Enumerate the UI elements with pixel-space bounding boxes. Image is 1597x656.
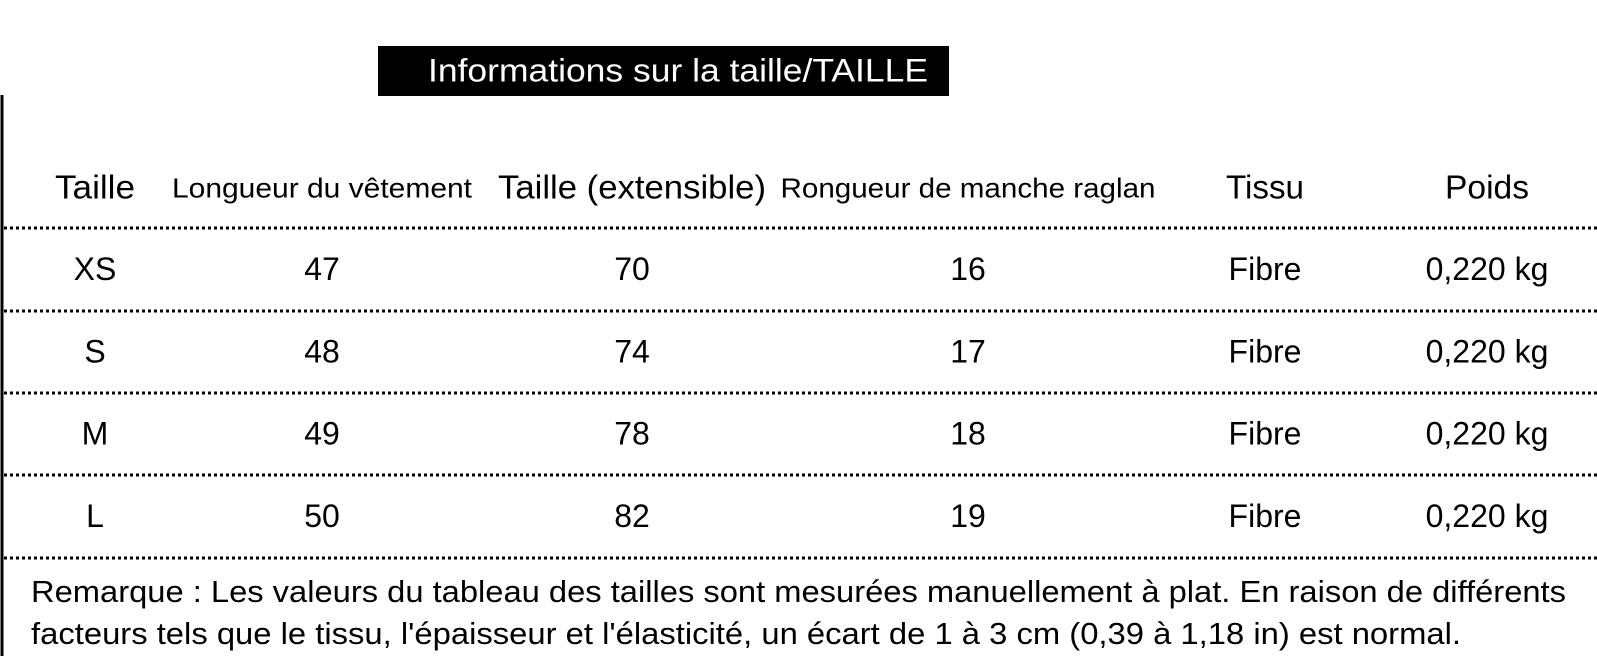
table-cell: 18 [950, 415, 986, 451]
table-cell: 47 [304, 251, 340, 287]
title-box [378, 46, 949, 96]
title: Informations sur la taille/TAILLE [428, 52, 928, 88]
table-cell: 16 [950, 251, 986, 287]
column-header: Longueur du vêtement [172, 172, 472, 203]
note-line: Remarque : Les valeurs du tableau des ta… [31, 574, 1566, 609]
table-cell: 0,220 kg [1426, 333, 1549, 369]
table-cell: S [84, 333, 105, 369]
table-cell: 50 [304, 498, 340, 534]
table-cell: 70 [614, 251, 650, 287]
table-cell: 0,220 kg [1426, 251, 1549, 287]
table-cell: XS [74, 251, 117, 287]
table-cell: Fibre [1229, 333, 1302, 369]
note-line: facteurs tels que le tissu, l'épaisseur … [31, 616, 1461, 651]
table-cell: 74 [614, 333, 650, 369]
column-header: Taille [55, 169, 135, 206]
table-cell: Fibre [1229, 251, 1302, 287]
table-cell: 17 [950, 333, 986, 369]
table-cell: 49 [304, 415, 340, 451]
table-cell: M [82, 415, 109, 451]
column-header: Taille (extensible) [498, 169, 766, 206]
table-cell: 82 [614, 498, 650, 534]
table-cell: 0,220 kg [1426, 415, 1549, 451]
table-cell: Fibre [1229, 498, 1302, 534]
table-cell: L [86, 498, 104, 534]
column-header: Poids [1445, 169, 1529, 206]
table-cell: 78 [614, 415, 650, 451]
table-cell: 19 [950, 498, 986, 534]
table-cell: Fibre [1229, 415, 1302, 451]
column-header: Rongueur de manche raglan [781, 172, 1156, 203]
table-cell: 48 [304, 333, 340, 369]
table-cell: 0,220 kg [1426, 498, 1549, 534]
column-header: Tissu [1226, 169, 1304, 206]
